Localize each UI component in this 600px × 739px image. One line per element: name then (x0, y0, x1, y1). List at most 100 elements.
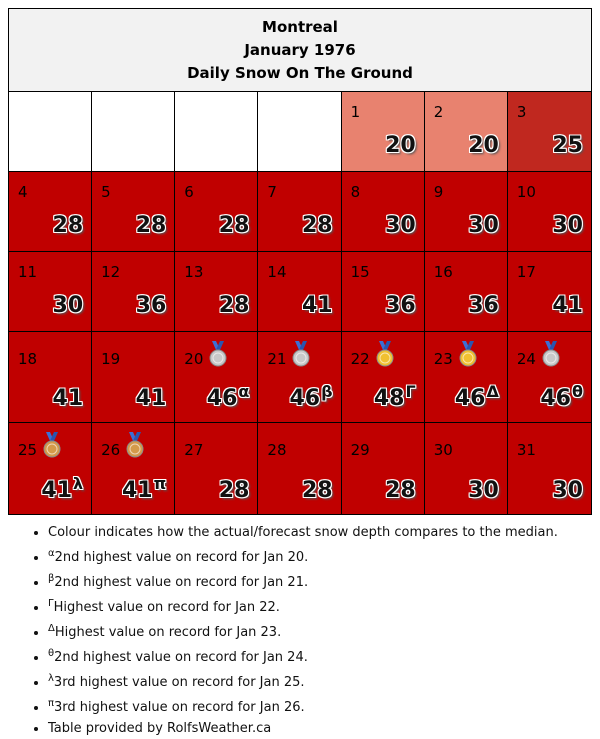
day-cell-23: 23 46Δ (424, 332, 508, 423)
snow-depth-value: 48Γ (374, 381, 416, 410)
day-number: 8 (350, 183, 361, 201)
calendar-header: Montreal January 1976 Daily Snow On The … (9, 9, 591, 92)
snow-depth-value: 30 (468, 480, 499, 502)
note-item: λ3rd highest value on record for Jan 25. (48, 668, 592, 693)
snow-depth-value: 30 (385, 215, 416, 237)
snow-depth-value: 28 (53, 215, 84, 237)
day-number: 19 (101, 350, 121, 368)
day-number: 12 (101, 263, 121, 281)
day-number: 1 (350, 103, 361, 121)
city-title: Montreal (262, 17, 338, 36)
day-number: 15 (350, 263, 370, 281)
record-footnote-marker: π (153, 474, 167, 493)
gold-medal-icon (458, 341, 478, 367)
snow-depth-value: 41λ (41, 473, 83, 502)
snow-depth-value: 46β (289, 381, 332, 410)
record-footnote-marker: Γ (405, 382, 416, 401)
snow-depth-value: 46α (207, 381, 250, 410)
note-text: 2nd highest value on record for Jan 20. (54, 550, 309, 565)
day-cell-19: 19 41 (92, 332, 176, 423)
day-number: 16 (433, 263, 453, 281)
note-text: 3rd highest value on record for Jan 25. (53, 675, 305, 690)
day-number: 7 (267, 183, 277, 201)
note-footnote-marker: α (48, 548, 55, 559)
day-number: 26 (101, 441, 121, 459)
day-cell-13: 13 28 (175, 252, 259, 332)
snow-depth-number: 20 (385, 133, 416, 158)
day-number: 2 (433, 103, 444, 121)
day-cell-24: 24 46θ (507, 332, 591, 423)
day-number: 24 (516, 350, 536, 368)
note-item: π3rd highest value on record for Jan 26. (48, 693, 592, 718)
day-cell-6: 6 28 (175, 172, 259, 252)
day-cell-26: 26 41π (92, 423, 176, 514)
silver-medal-icon (541, 341, 561, 367)
day-cell-5: 5 28 (92, 172, 176, 252)
day-cell-25: 25 41λ (9, 423, 93, 514)
snow-depth-value: 28 (302, 215, 333, 237)
snow-depth-number: 28 (385, 478, 416, 503)
day-cell-16: 16 36 (424, 252, 508, 332)
note-footnote-marker: β (48, 573, 55, 584)
day-number: 27 (184, 441, 204, 459)
day-cell-18: 18 41 (9, 332, 93, 423)
record-footnote-marker: λ (73, 474, 84, 493)
snow-depth-number: 36 (135, 293, 167, 318)
snow-depth-value: 28 (302, 480, 333, 502)
notes-list: Colour indicates how the actual/forecast… (8, 522, 592, 739)
snow-depth-number: 30 (552, 478, 583, 503)
day-cell-31: 31 30 (507, 423, 591, 514)
snow-depth-number: 28 (135, 213, 167, 238)
day-number: 14 (267, 263, 287, 281)
snow-depth-number: 41 (552, 293, 583, 318)
snow-depth-number: 36 (468, 293, 499, 318)
snow-depth-number: 28 (218, 293, 250, 318)
day-cell-11: 11 30 (9, 252, 93, 332)
snow-depth-number: 46 (206, 386, 238, 411)
snow-depth-number: 30 (468, 478, 499, 503)
day-number: 9 (433, 183, 444, 201)
note-item: ΔHighest value on record for Jan 23. (48, 618, 592, 643)
day-number: 28 (267, 441, 287, 459)
day-number: 3 (516, 103, 527, 121)
snow-depth-number: 46 (289, 386, 321, 411)
snow-depth-number: 25 (552, 133, 583, 158)
day-cell-15: 15 36 (341, 252, 425, 332)
snow-depth-number: 30 (52, 293, 84, 318)
note-text: Colour indicates how the actual/forecast… (48, 525, 558, 540)
note-footnote-marker: Δ (48, 623, 55, 634)
day-number: 30 (433, 441, 453, 459)
snow-depth-value: 20 (385, 135, 416, 157)
note-footnote-marker: θ (48, 648, 55, 659)
note-text: Table provided by RolfsWeather.ca (48, 721, 272, 736)
day-cell-1: 1 20 (341, 92, 425, 172)
snow-depth-number: 46 (540, 386, 571, 411)
snow-depth-value: 25 (552, 135, 583, 157)
day-cell-29: 29 28 (341, 423, 425, 514)
snow-depth-number: 41 (122, 478, 153, 503)
snow-depth-number: 41 (135, 386, 167, 411)
snow-depth-value: 28 (385, 480, 416, 502)
snow-depth-number: 36 (385, 293, 416, 318)
empty-day-cell (92, 92, 176, 172)
snow-depth-number: 28 (218, 478, 250, 503)
snow-depth-number: 46 (454, 386, 486, 411)
snow-depth-value: 36 (136, 295, 167, 317)
calendar-grid: 1 20 2 20 3 25 4 28 5 28 6 28 7 28 8 30 9 30 10 30 11 30 12 36 1… (9, 92, 591, 514)
record-footnote-marker: α (238, 382, 250, 401)
day-cell-20: 20 46α (175, 332, 259, 423)
note-item: ΓHighest value on record for Jan 22. (48, 593, 592, 618)
day-cell-2: 2 20 (424, 92, 508, 172)
note-text: 3rd highest value on record for Jan 26. (54, 700, 305, 715)
snow-depth-number: 30 (552, 213, 583, 238)
day-cell-14: 14 41 (258, 252, 342, 332)
snow-depth-value: 41π (122, 473, 166, 502)
snow-depth-value: 30 (552, 480, 583, 502)
snow-depth-value: 28 (136, 215, 167, 237)
bronze-medal-icon (125, 432, 145, 458)
snow-depth-value: 28 (219, 480, 250, 502)
day-number: 10 (516, 183, 536, 201)
note-footnote-marker: π (48, 698, 55, 709)
day-cell-3: 3 25 (507, 92, 591, 172)
snow-depth-value: 30 (468, 215, 499, 237)
